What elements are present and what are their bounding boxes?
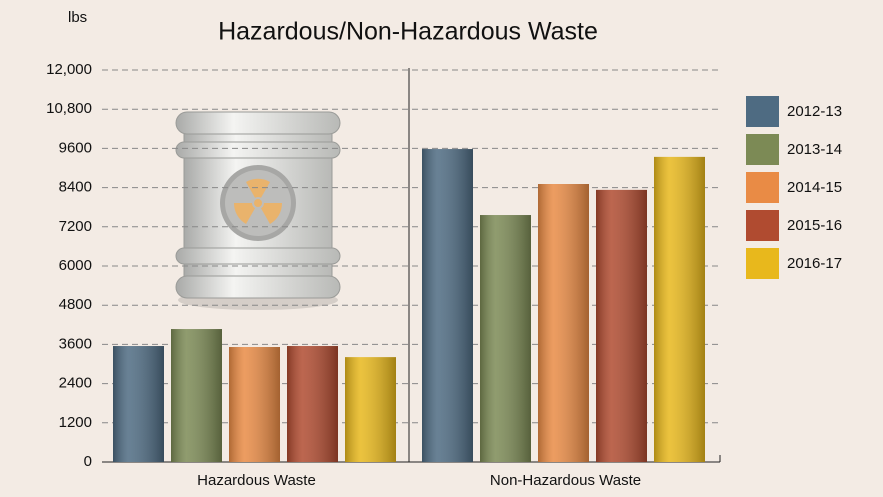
legend-label: 2016-17	[787, 255, 842, 272]
barrel-illustration	[175, 111, 341, 310]
bar	[287, 346, 338, 462]
y-tick-label: 10,800	[46, 100, 92, 117]
y-axis-label: lbs	[68, 9, 87, 26]
legend-label: 2015-16	[787, 217, 842, 234]
legend-swatch	[746, 248, 779, 279]
bar	[596, 189, 647, 463]
bar	[345, 357, 396, 462]
bar	[538, 184, 589, 463]
y-tick-label: 12,000	[46, 61, 92, 78]
y-tick-label: 8400	[59, 179, 92, 196]
y-tick-label: 4800	[59, 296, 92, 313]
y-tick-label: 9600	[59, 139, 92, 156]
bar	[229, 347, 280, 462]
y-tick-label: 3600	[59, 335, 92, 352]
x-tick-label: Non-Hazardous Waste	[490, 472, 641, 489]
legend-swatch	[746, 134, 779, 165]
y-tick-label: 2400	[59, 375, 92, 392]
bar	[171, 329, 222, 462]
legend-swatch	[746, 96, 779, 127]
y-tick-label: 1200	[59, 414, 92, 431]
chart-title: Hazardous/Non-Hazardous Waste	[218, 18, 598, 46]
legend-swatch	[746, 210, 779, 241]
x-tick-label: Hazardous Waste	[197, 472, 316, 489]
y-tick-label: 7200	[59, 218, 92, 235]
legend-label: 2014-15	[787, 179, 842, 196]
legend-label: 2012-13	[787, 103, 842, 120]
legend-label: 2013-14	[787, 141, 842, 158]
legend-swatch	[746, 172, 779, 203]
y-tick-label: 6000	[59, 257, 92, 274]
bar	[480, 215, 531, 462]
bar	[422, 149, 473, 462]
bar	[113, 346, 164, 462]
bar	[654, 156, 705, 463]
y-tick-label: 0	[84, 453, 92, 470]
